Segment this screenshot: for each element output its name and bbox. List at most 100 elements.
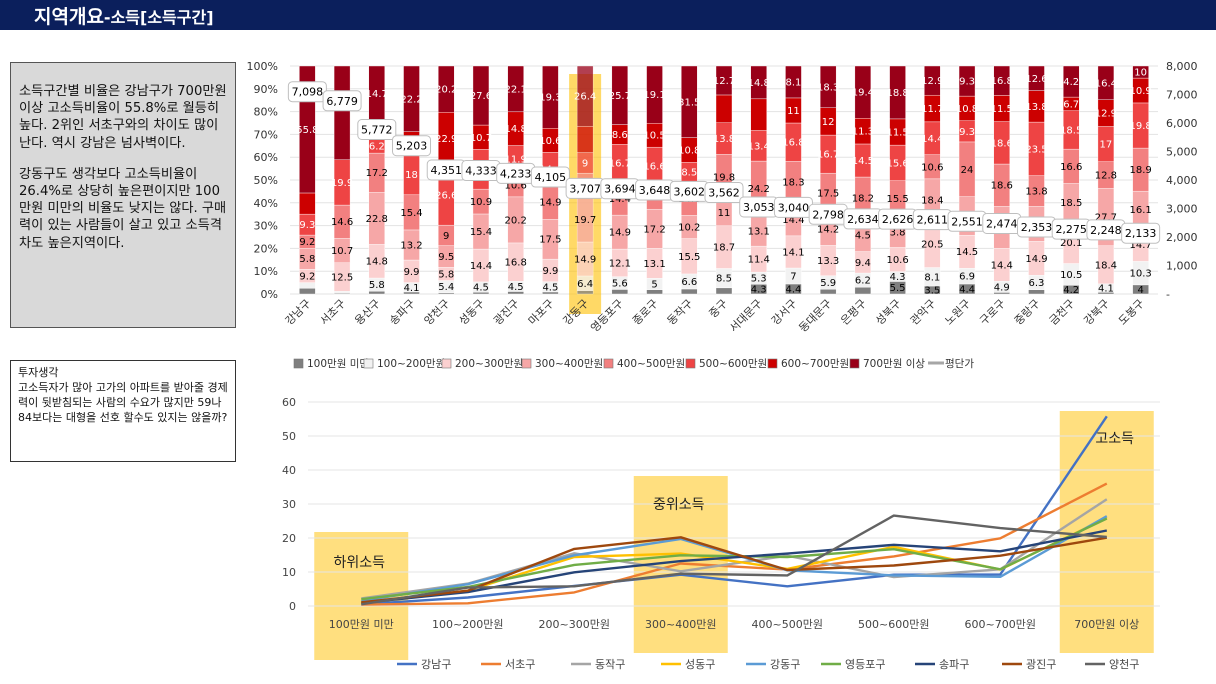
bar-data-label: 13.1 <box>643 259 665 270</box>
bar-data-label: 14.6 <box>331 217 353 228</box>
bar-data-label: 5.8 <box>438 269 454 280</box>
x-tick-label: 마포구 <box>526 297 557 328</box>
bar-data-label: 4.2 <box>1063 285 1079 296</box>
y-tick-label: 50 <box>282 430 296 443</box>
bar-data-label: 19.9 <box>331 178 353 189</box>
bar-data-label: 9.3 <box>959 77 975 88</box>
bar-data-label: 20.2 <box>435 85 457 96</box>
price-label: 4,233 <box>500 167 532 180</box>
bar-segment <box>993 65 1010 96</box>
bar-data-label: 16.8 <box>782 138 804 149</box>
legend-swatch <box>293 358 304 369</box>
x-tick-label: 송파구 <box>387 297 418 328</box>
bar-data-label: 4.5 <box>542 282 558 293</box>
annotation-label: 중위소득 <box>653 497 705 513</box>
bar-data-label: 18.5 <box>1060 125 1082 136</box>
bar-data-label: 14.1 <box>782 247 804 258</box>
price-label: 2,275 <box>1055 223 1087 236</box>
bar-data-label: 15.6 <box>886 158 908 169</box>
summary-paragraph-1: 소득구간별 비율은 강남구가 700만원이상 고소득비율이 55.8%로 월등히… <box>19 84 227 151</box>
bar-data-label: 4.1 <box>1098 284 1114 295</box>
bar-segment <box>368 291 386 295</box>
bar-data-label: 18.6 <box>991 181 1013 192</box>
bar-segment <box>438 65 455 113</box>
bar-segment <box>299 282 316 289</box>
y-left-tick-label: 100% <box>247 60 278 73</box>
bar-data-label: 14.4 <box>609 194 631 205</box>
x-tick-label: 구로구 <box>977 297 1008 328</box>
bar-data-label: 11 <box>718 208 731 219</box>
bar-data-label: 14.4 <box>470 261 492 272</box>
bar-data-label: 10.5 <box>643 131 665 142</box>
legend-label: 400~500만원 <box>617 358 685 370</box>
bar-data-label: 4.2 <box>1063 77 1079 88</box>
y-tick-label: 0 <box>289 600 296 613</box>
bar-data-label: 16.7 <box>609 159 631 170</box>
bar-data-label: 27.7 <box>1095 212 1117 223</box>
price-label-box <box>322 90 362 112</box>
x-tick-label: 양천구 <box>421 296 452 327</box>
bar-segment <box>299 192 316 215</box>
x-tick-label: 600~700만원 <box>965 618 1036 631</box>
y-right-tick-label: 6,000 <box>1166 117 1198 130</box>
bar-data-label: 4.4 <box>959 284 975 295</box>
bar-data-label: 12.8 <box>1095 171 1117 182</box>
bar-data-label: 14.9 <box>574 255 596 266</box>
x-tick-label: 중구 <box>707 297 731 321</box>
y-left-tick-label: 90% <box>254 83 278 96</box>
legend-label: 양천구 <box>1109 657 1139 671</box>
annotation-label: 고소득 <box>1095 431 1134 447</box>
bar-data-label: 12 <box>822 117 835 128</box>
investment-note-body: 고소득자가 많아 고가의 아파트를 받아줄 경제력이 뒷받침되는 사람의 수요가… <box>18 381 228 424</box>
bar-data-label: 13.2 <box>400 240 422 251</box>
bar-data-label: 15.5 <box>886 194 908 205</box>
bar-data-label: 14.4 <box>921 134 943 145</box>
bar-segment <box>333 65 351 160</box>
bar-data-label: 10.6 <box>539 136 561 147</box>
x-tick-label: 서초구 <box>318 297 349 328</box>
price-label: 3,648 <box>639 184 671 197</box>
bar-segment <box>299 288 316 295</box>
legend-label: 200~300만원 <box>455 358 523 370</box>
price-label-box <box>1121 222 1161 244</box>
price-label-box <box>357 118 397 140</box>
legend-swatch <box>849 358 860 369</box>
annotation-label: 하위소득 <box>333 555 385 571</box>
x-tick-label: 100만원 미만 <box>329 618 394 631</box>
x-tick-label: 강남구 <box>283 297 314 328</box>
bar-data-label: 22.8 <box>366 214 388 225</box>
y-left-tick-label: 0% <box>261 288 278 301</box>
x-tick-label: 500~600만원 <box>858 618 929 631</box>
bar-data-label: 14.4 <box>991 260 1013 271</box>
legend-swatch <box>603 358 614 369</box>
bar-data-label: 8.5 <box>716 274 732 285</box>
legend-label: 300~400만원 <box>535 358 603 370</box>
legend-label: 500~600만원 <box>699 358 767 370</box>
bar-data-label: 25.7 <box>609 91 631 102</box>
bar-data-label: 9 <box>443 231 449 242</box>
legend-label: 강동구 <box>770 658 800 671</box>
bar-segment <box>576 65 594 127</box>
price-label: 3,053 <box>743 201 775 214</box>
legend-label: 성동구 <box>685 658 715 671</box>
legend-label: 동작구 <box>595 658 625 671</box>
legend-label: 100~200만원 <box>377 358 445 370</box>
bar-data-label: 9.3 <box>959 127 975 138</box>
bar-data-label: 5.9 <box>820 278 836 289</box>
bar-data-label: 18.4 <box>921 195 943 206</box>
bar-data-label: 11.3 <box>852 127 874 138</box>
price-label: 3,040 <box>778 201 810 214</box>
bar-data-label: 10.9 <box>1130 86 1152 97</box>
bar-data-label: 20.1 <box>1060 238 1082 249</box>
bar-data-label: 4.5 <box>473 283 489 294</box>
legend-label: 700만원 이상 <box>863 358 925 370</box>
bar-data-label: 4.3 <box>751 285 767 296</box>
series-line <box>361 482 1108 606</box>
bar-data-label: 18.4 <box>1095 260 1117 271</box>
bar-segment <box>611 65 629 125</box>
bar-data-label: 15.5 <box>678 252 700 263</box>
bar-segment <box>750 98 767 131</box>
bar-data-label: 20.5 <box>921 240 943 251</box>
bar-data-label: 16.6 <box>1060 162 1082 173</box>
bar-data-label: 10.5 <box>1060 270 1082 281</box>
